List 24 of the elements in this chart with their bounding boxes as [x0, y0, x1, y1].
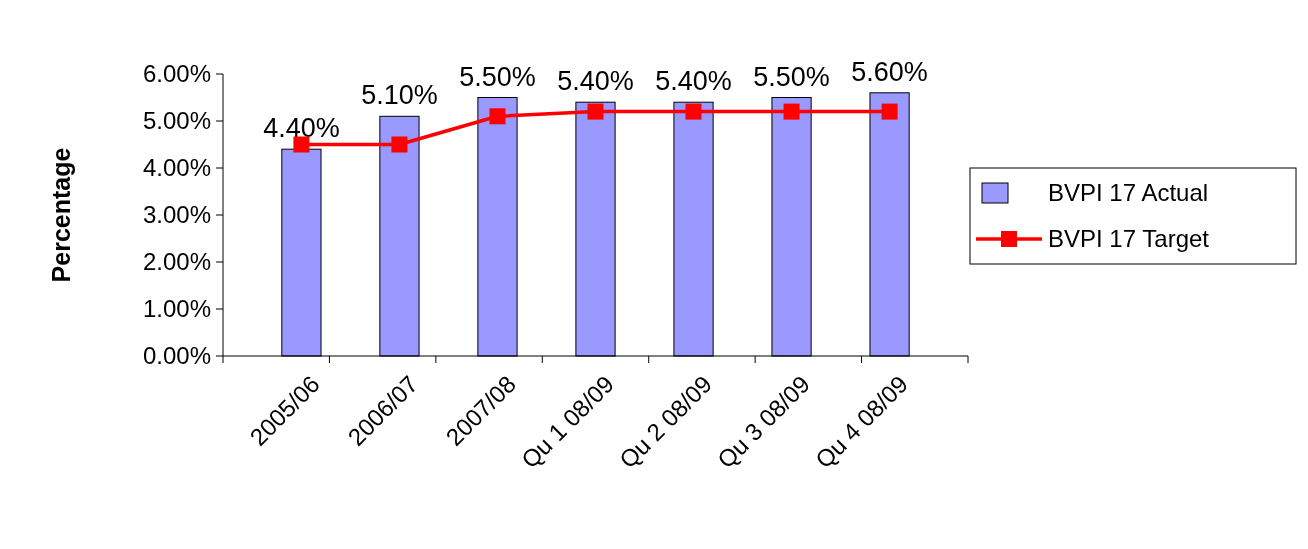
y-axis-title: Percentage: [47, 147, 75, 283]
legend-label: BVPI 17 Target: [1048, 225, 1210, 253]
point: [685, 103, 702, 120]
data-label: 5.10%: [361, 80, 438, 111]
point: [783, 103, 800, 120]
y-tick-label: 6.00%: [142, 60, 211, 88]
point: [293, 136, 310, 153]
y-tick-label: 4.00%: [142, 154, 211, 182]
point: [391, 136, 408, 153]
point: [587, 103, 604, 120]
y-tick-label: 3.00%: [142, 201, 211, 229]
y-tick-label: 0.00%: [142, 342, 211, 370]
data-label: 5.50%: [753, 61, 830, 92]
data-label: 5.40%: [655, 66, 732, 97]
legend-label: BVPI 17 Actual: [1048, 179, 1209, 207]
data-label: 4.40%: [263, 113, 340, 144]
data-label: 5.60%: [851, 56, 928, 87]
y-tick-label: 2.00%: [142, 248, 211, 276]
data-label: 5.40%: [557, 66, 634, 97]
point: [489, 108, 506, 125]
point: [881, 103, 898, 120]
y-tick-label: 5.00%: [142, 107, 211, 135]
data-label: 5.50%: [459, 61, 536, 92]
y-tick-label: 1.00%: [142, 295, 211, 323]
